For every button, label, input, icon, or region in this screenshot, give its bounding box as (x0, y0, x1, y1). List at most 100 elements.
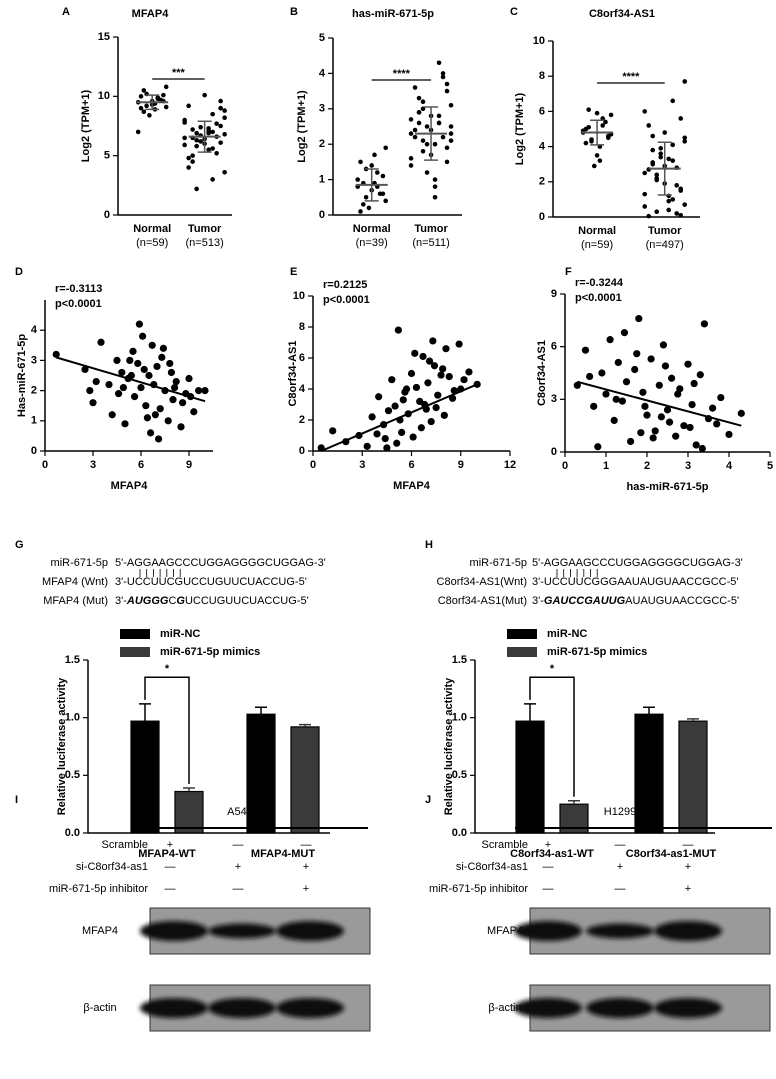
chart-title: C8orf34-AS1 (589, 8, 655, 20)
treatment-sign: + (235, 861, 241, 873)
data-point (597, 158, 603, 163)
error-bar (568, 799, 580, 805)
x-tick-label: 3 (685, 460, 691, 472)
y-tick-label: 0.5 (452, 769, 467, 781)
data-point (682, 79, 688, 84)
data-point (650, 147, 656, 153)
treatment-sign: + (617, 861, 623, 873)
data-point (408, 163, 414, 168)
stat-label: p<0.0001 (55, 298, 102, 310)
data-point (171, 383, 179, 392)
y-tick-label: 5 (104, 150, 110, 162)
data-point (665, 418, 674, 426)
data-point (182, 135, 187, 141)
data-point (210, 177, 215, 182)
sequence-segment: G (176, 595, 185, 607)
y-tick-label: 1 (319, 174, 325, 186)
data-point (590, 402, 598, 410)
sequence-segment: 3'- (532, 595, 544, 607)
data-point (172, 377, 180, 386)
x-axis-label: has-miR-671-5p (627, 481, 709, 493)
data-point (156, 405, 164, 413)
data-point (222, 169, 227, 175)
sequence-segment: AUGGG (126, 595, 169, 607)
data-point (666, 198, 672, 204)
sequence-segment: AUAUGUAACCGCC-5' (625, 595, 739, 607)
data-point (430, 362, 439, 370)
sequence: 5'-AGGAAGCCCUGGAGGGGCUGGAG-3' (532, 557, 743, 569)
data-point (666, 207, 672, 213)
data-point (380, 173, 386, 179)
significance-label: * (165, 663, 170, 675)
y-tick-label: 2 (31, 385, 37, 397)
x-tick-label: 6 (408, 459, 414, 471)
treatment-sign: — (233, 883, 244, 895)
data-point (672, 432, 680, 440)
chart-title: has-miR-671-5p (352, 8, 434, 20)
panel-letter: I (15, 794, 18, 806)
data-point (642, 170, 648, 176)
y-tick-label: 8 (539, 70, 545, 82)
data-point (86, 387, 94, 395)
data-point (412, 85, 418, 90)
data-point (131, 393, 139, 401)
error-bar (139, 703, 151, 722)
data-point (460, 376, 468, 384)
data-point (465, 368, 473, 376)
legend-label: miR-671-5p mimics (547, 646, 647, 658)
data-point (113, 356, 121, 364)
data-point (432, 177, 438, 182)
data-point (650, 160, 656, 165)
data-point (218, 98, 223, 104)
data-point (141, 109, 147, 115)
x-tick-label: 12 (504, 459, 516, 471)
sequence-segment: UCCUGUUCUACCUG-5' (185, 595, 309, 607)
data-point (602, 390, 610, 398)
band (208, 998, 276, 1018)
data-point (586, 372, 594, 381)
stat-label: p<0.0001 (323, 294, 370, 306)
treatment-sign: — (165, 883, 176, 895)
treatment-sign: — (543, 883, 554, 895)
fit-line (577, 380, 742, 427)
data-point (424, 141, 430, 147)
data-point (214, 121, 219, 126)
x-tick-label: 2 (644, 460, 650, 472)
data-point (190, 153, 195, 158)
data-point (589, 137, 594, 142)
sequence: 5'-AGGAAGCCCUGGAGGGGCUGGAG-3' (115, 557, 326, 569)
y-tick-label: 1.5 (65, 654, 80, 666)
category-note: (n=497) (646, 239, 684, 251)
data-point (417, 424, 425, 432)
y-tick-label: 5 (319, 32, 325, 44)
data-point (366, 205, 372, 211)
panel-letter: A (62, 6, 70, 18)
sequence-name: MFAP4 (Wnt) (42, 576, 108, 588)
y-tick-label: 10 (533, 35, 545, 47)
data-point (444, 159, 450, 165)
significance-label: **** (622, 71, 640, 83)
bar (246, 713, 276, 834)
data-point (402, 385, 411, 393)
data-point (448, 102, 454, 108)
data-point (210, 111, 215, 117)
panel-letter: H (425, 539, 433, 551)
data-point (586, 107, 591, 112)
sequence: 3'-GAUCCGAUUGAUAUGUAACCGCC-5' (532, 595, 739, 607)
data-point (445, 373, 453, 381)
y-tick-label: 2 (539, 176, 545, 188)
data-point (666, 156, 672, 162)
data-point (737, 409, 745, 417)
data-point (222, 115, 227, 120)
data-point (620, 329, 629, 337)
data-point (161, 92, 166, 98)
sd-bar (590, 119, 605, 146)
data-point (436, 113, 442, 119)
x-axis-label: MFAP4 (111, 480, 149, 492)
band (514, 998, 582, 1018)
sequence-segment: C (168, 595, 176, 607)
y-tick-label: 4 (299, 383, 306, 395)
x-tick-label: 5 (767, 460, 773, 472)
error-bar (299, 723, 311, 727)
data-point (141, 88, 147, 93)
